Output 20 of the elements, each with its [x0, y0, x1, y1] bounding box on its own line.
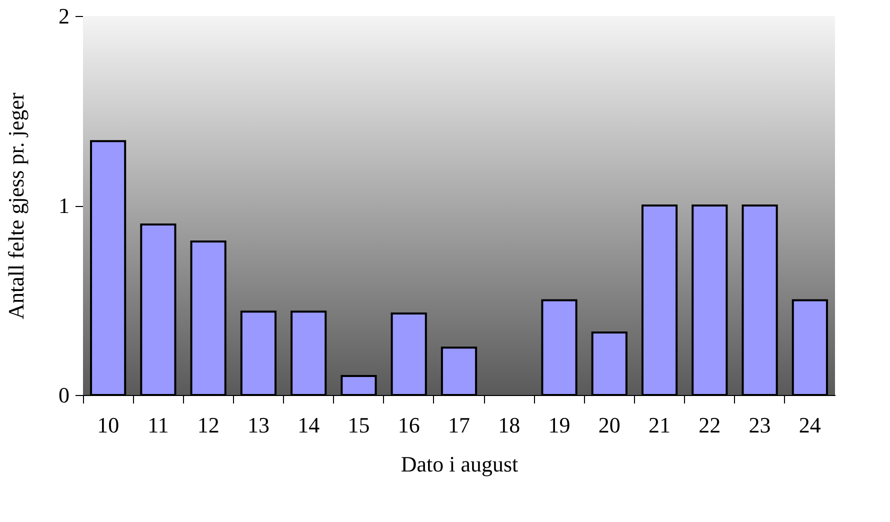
x-tick-label: 20 [598, 412, 620, 438]
x-tick-label: 16 [398, 412, 420, 438]
y-axis-title: Antall felte gjess pr. jeger [4, 92, 28, 320]
x-tick-label: 21 [648, 412, 671, 438]
x-tick-label: 22 [698, 412, 721, 438]
x-axis-title: Dato i august [400, 452, 518, 476]
y-tick-label: 1 [58, 193, 70, 218]
x-tick-label: 11 [148, 412, 169, 438]
x-tick-label: 13 [247, 412, 270, 438]
y-tick-label: 2 [58, 4, 70, 28]
x-tick-label: 19 [548, 412, 570, 438]
x-tick-label: 15 [348, 412, 370, 438]
x-tick-label: 17 [448, 412, 470, 438]
x-tick-label: 12 [197, 412, 220, 438]
y-tick-label: 0 [58, 382, 70, 408]
x-tick-label: 10 [97, 412, 120, 438]
x-tick-label: 23 [748, 412, 771, 438]
x-tick-label: 14 [298, 412, 320, 438]
x-tick-label: 24 [798, 412, 821, 438]
x-tick-label: 18 [498, 412, 520, 438]
